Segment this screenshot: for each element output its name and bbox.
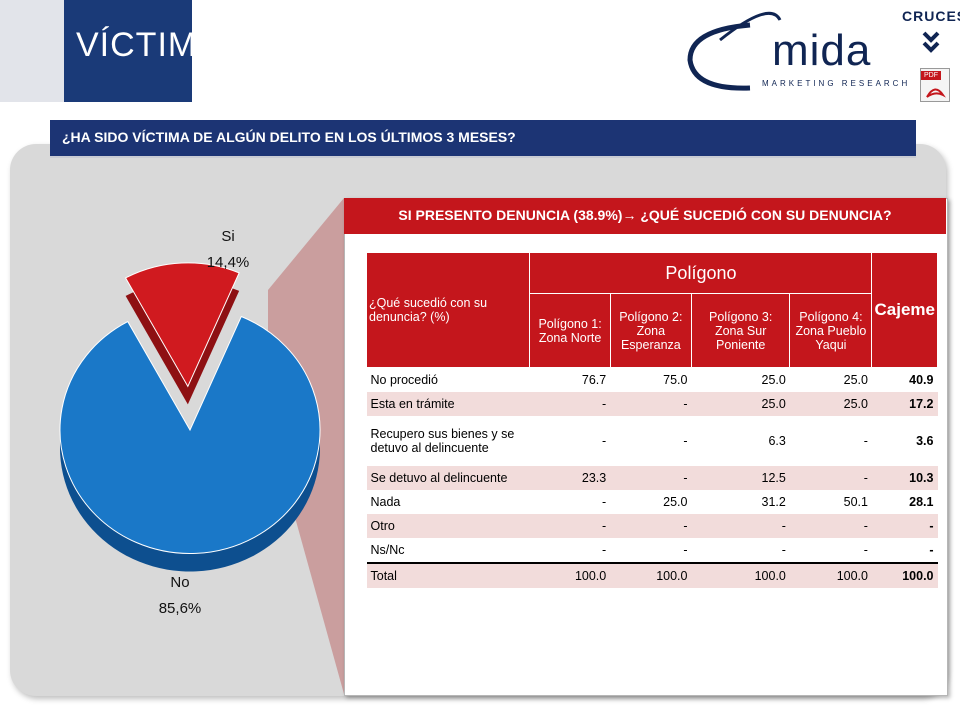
results-card-title: SI PRESENTO DENUNCIA (38.9%)→ ¿QUÉ SUCED…	[344, 207, 946, 223]
cell-total: 40.9	[909, 373, 934, 387]
cell: 25.0	[761, 373, 786, 387]
cell: 100.0	[529, 562, 611, 588]
logo-area: mida MARKETING RESEARCH	[192, 0, 960, 102]
cell-total: 3.6	[916, 434, 934, 448]
pie-value-no: 85,6%	[158, 600, 202, 617]
pie-slice-no	[59, 315, 321, 554]
question-text: ¿HA SIDO VÍCTIMA DE ALGÚN DELITO EN LOS …	[62, 129, 516, 145]
pie-chart	[59, 262, 321, 572]
row-label: Otro	[366, 514, 530, 538]
question-bar: ¿HA SIDO VÍCTIMA DE ALGÚN DELITO EN LOS …	[50, 120, 916, 158]
cell: -	[863, 543, 868, 557]
cajeme-header: Cajeme	[871, 252, 938, 368]
cell: 25.0	[789, 392, 872, 416]
cell-total: 10.3	[871, 466, 938, 490]
cell: -	[789, 466, 872, 490]
title-part-2: ¿QUÉ SUCEDIÓ CON SU DENUNCIA?	[636, 207, 892, 223]
col-header-3: Polígono 3: Zona Sur Poniente	[690, 293, 791, 368]
col-header-1: Polígono 1: Zona Norte	[529, 293, 611, 368]
cell: 23.3	[529, 466, 611, 490]
table-row: Nada - 25.0 31.2 50.1 28.1	[367, 490, 938, 514]
results-card-header: SI PRESENTO DENUNCIA (38.9%)→ ¿QUÉ SUCED…	[344, 198, 946, 234]
pdf-badge: PDF	[921, 71, 941, 80]
poligono-group-header: Polígono	[529, 252, 873, 294]
cell: -	[529, 514, 611, 538]
cell: -	[529, 392, 611, 416]
cell: 100.0	[610, 562, 692, 588]
table-row: No procedió 76.7 75.0 25.0 25.0 40.9	[367, 368, 938, 393]
cell: -	[683, 434, 688, 448]
cell-total: -	[929, 543, 934, 557]
col-header-4: Polígono 4: Zona Pueblo Yaqui	[789, 293, 873, 368]
row-label: Esta en trámite	[366, 392, 530, 416]
cell: 100.0	[691, 562, 790, 588]
pie-value-si: 14,4%	[206, 254, 250, 271]
cell-total: 100.0	[871, 562, 938, 588]
row-label: Recupero sus bienes y se detuvo al delin…	[370, 427, 515, 455]
table-row: Recupero sus bienes y se detuvo al delin…	[367, 416, 938, 466]
table-row: Esta en trámite - - 25.0 25.0 17.2	[366, 392, 938, 416]
table-total-row: Total 100.0 100.0 100.0 100.0 100.0	[366, 562, 938, 588]
cell-total: 28.1	[909, 495, 934, 509]
pie-slice-si	[124, 262, 240, 388]
cruces-link[interactable]: CRUCES	[902, 8, 960, 24]
header-accent	[0, 0, 64, 102]
corner-header: ¿Qué sucedió con su denuncia? (%)	[365, 252, 531, 368]
cell-total: 17.2	[871, 392, 938, 416]
results-table: ¿Qué sucedió con su denuncia? (%) Polígo…	[365, 252, 938, 588]
row-label: No procedió	[370, 373, 438, 387]
row-label: Ns/Nc	[370, 543, 405, 557]
brand-subtitle: MARKETING RESEARCH	[762, 79, 911, 88]
arrow-right-icon: →	[622, 207, 637, 223]
cell: -	[789, 514, 872, 538]
cell: -	[610, 392, 692, 416]
double-chevron-down-icon[interactable]	[921, 30, 941, 56]
cell: 50.1	[843, 495, 868, 509]
cell: 75.0	[663, 373, 688, 387]
brand-logo: mida	[772, 26, 872, 75]
cell: 12.5	[691, 466, 790, 490]
pdf-icon[interactable]: PDF	[920, 68, 950, 102]
pdf-symbol-icon	[926, 88, 946, 98]
cell: -	[602, 495, 607, 509]
cell: -	[610, 466, 692, 490]
cell: -	[610, 514, 692, 538]
cell: -	[602, 543, 607, 557]
table-row: Se detuvo al delincuente 23.3 - 12.5 - 1…	[366, 466, 938, 490]
cell-total: -	[871, 514, 938, 538]
title-part-1: SI PRESENTO DENUNCIA (38.9%)	[398, 207, 623, 223]
cell: 25.0	[691, 392, 790, 416]
cell: -	[683, 543, 688, 557]
pie-label-no: No	[170, 574, 190, 591]
cell: 76.7	[581, 373, 607, 387]
row-label: Se detuvo al delincuente	[366, 466, 530, 490]
table-row: Ns/Nc - - - - -	[367, 538, 938, 563]
cell: -	[602, 434, 607, 448]
cell: 25.0	[843, 373, 868, 387]
row-label: Total	[366, 562, 530, 588]
cell: 25.0	[663, 495, 688, 509]
cell: 6.3	[768, 434, 786, 448]
cell: 31.2	[761, 495, 786, 509]
cell: 100.0	[789, 562, 872, 588]
cell: -	[781, 543, 786, 557]
pie-label-si: Si	[221, 228, 235, 245]
row-label: Nada	[370, 495, 401, 509]
col-header-2: Polígono 2: Zona Esperanza	[609, 293, 692, 368]
cell: -	[863, 434, 868, 448]
cell: -	[691, 514, 790, 538]
omida-logo-swoosh-icon	[687, 11, 782, 91]
table-row: Otro - - - - -	[366, 514, 938, 538]
